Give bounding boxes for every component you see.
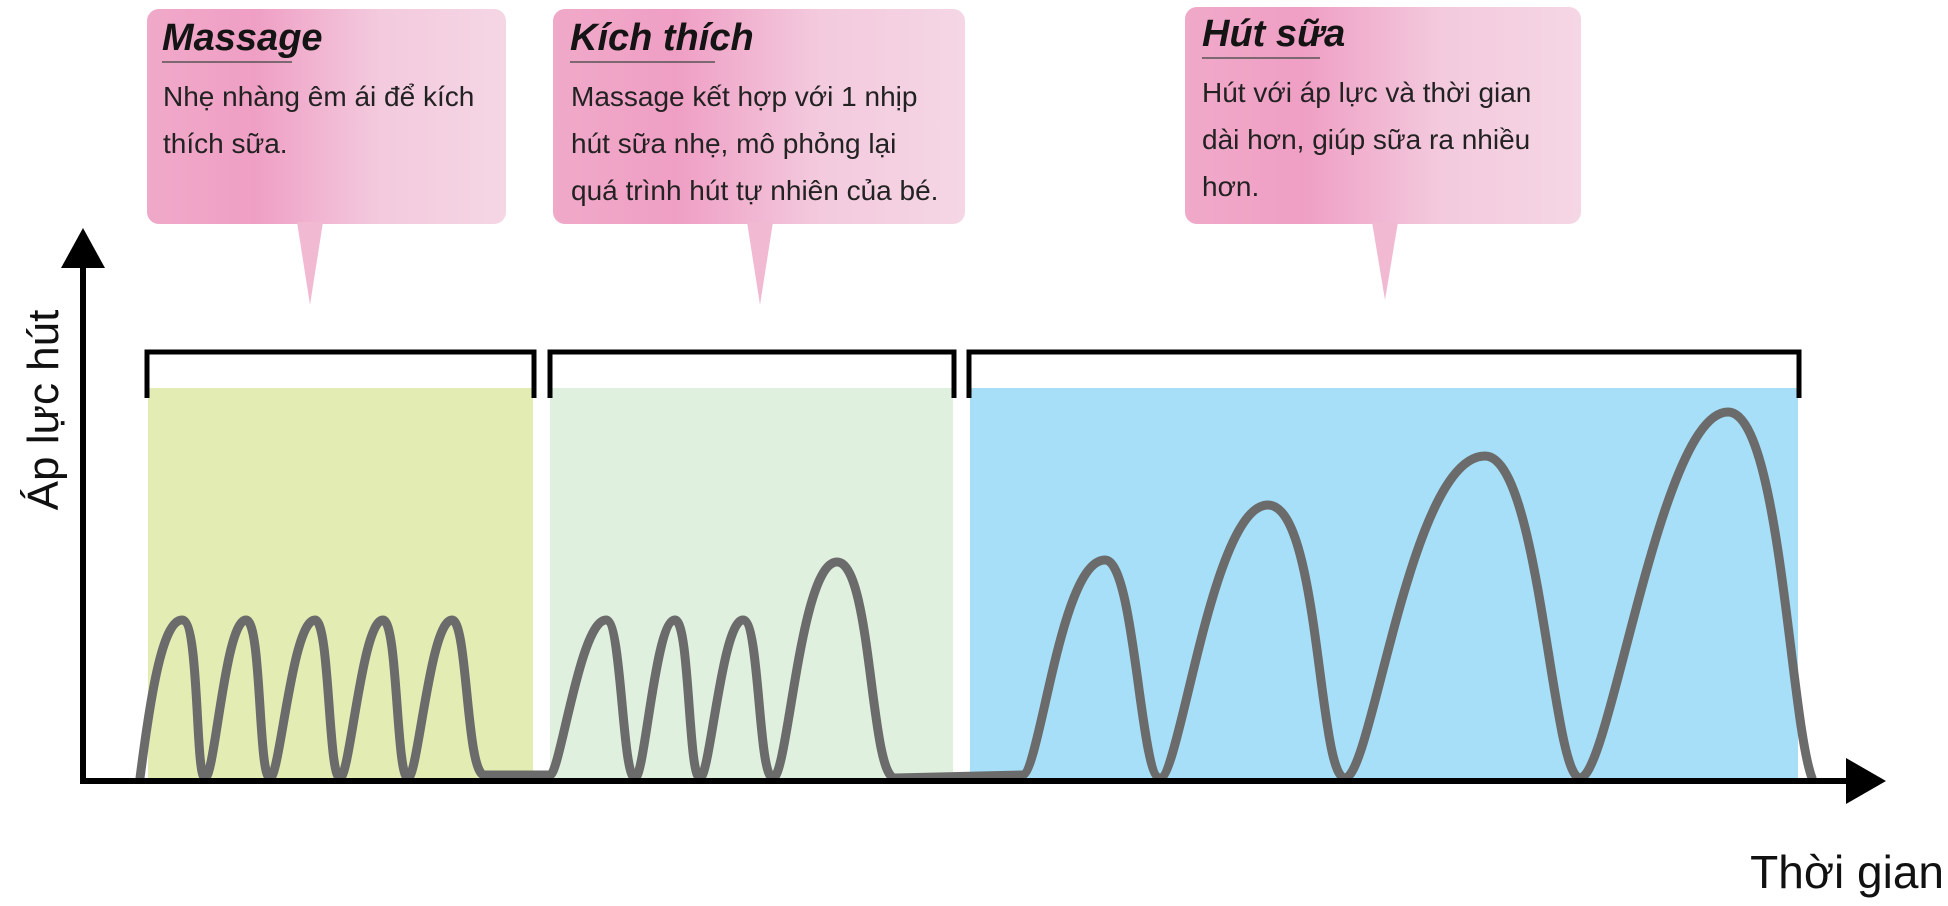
callout-box [1185,7,1581,224]
x-axis-arrowhead [1846,758,1886,804]
callout-title: Hút sữa [1202,13,1345,55]
callout-line: Nhẹ nhàng êm ái để kích [163,81,474,112]
callout-line: thích sữa. [163,128,288,159]
callout-line: hút sữa nhẹ, mô phỏng lại [571,128,896,159]
massage-phase-area [148,388,533,780]
callout-title: Massage [162,17,323,59]
stimulation-callout: Kích thích Massage kết hợp với 1 nhịp hú… [553,9,965,305]
expression-phase-area [970,388,1798,780]
callout-line: dài hơn, giúp sữa ra nhiều [1202,124,1530,155]
massage-callout: Massage Nhẹ nhàng êm ái để kích thích sữ… [147,9,506,305]
callout-pointer [297,222,323,305]
callout-line: hơn. [1202,171,1259,202]
callout-title: Kích thích [570,17,754,59]
stimulation-phase-bracket [547,349,957,398]
massage-phase-bracket [144,349,537,398]
y-axis-label: Áp lực hút [19,310,68,511]
callout-pointer [747,222,773,305]
x-axis-label: Thời gian [1750,846,1944,898]
stimulation-phase-area [550,388,953,780]
callout-line: quá trình hút tự nhiên của bé. [571,175,938,206]
expression-phase-bracket [966,349,1802,398]
callout-pointer [1372,222,1398,300]
y-axis-arrowhead [61,228,105,268]
suction-pressure-wave [135,407,1817,783]
callout-line: Massage kết hợp với 1 nhịp [571,81,917,112]
callout-line: Hút với áp lực và thời gian [1202,77,1531,108]
expression-callout: Hút sữa Hút với áp lực và thời gian dài … [1185,7,1581,300]
